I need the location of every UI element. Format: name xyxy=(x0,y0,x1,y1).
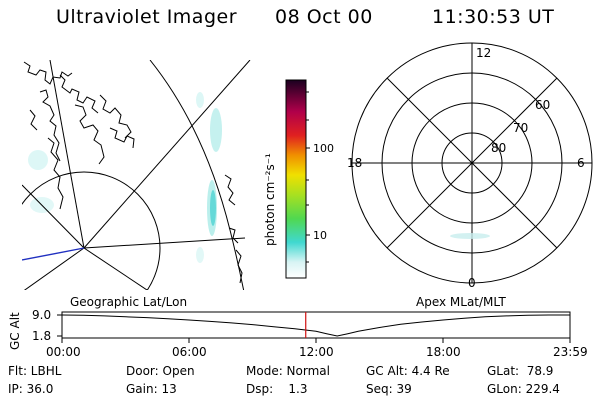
gc-alt-plot-frame xyxy=(61,311,571,339)
status-seq: Seq: 39 xyxy=(366,382,412,396)
xtick-0000: 00:00 xyxy=(46,345,81,359)
gc-alt-ylabel: GC Alt xyxy=(8,312,22,350)
status-filter: Flt: LBHL xyxy=(8,364,62,378)
left-panel-label: Geographic Lat/Lon xyxy=(70,295,188,309)
latitude-circle xyxy=(22,171,161,290)
status-door: Door: Open xyxy=(126,364,195,378)
right-panel-label: Apex MLat/MLT xyxy=(416,295,506,309)
coastlines xyxy=(23,61,243,284)
gc-alt-ytick-bottom: 1.8 xyxy=(32,329,52,343)
mlat-label-80: 80 xyxy=(491,141,507,155)
blue-line xyxy=(22,247,85,261)
mlat-label-70: 70 xyxy=(513,121,529,135)
colorbar-unit-label: photon cm⁻²s⁻¹ xyxy=(263,153,277,246)
gc-alt-ytick-top: 9.0 xyxy=(32,308,52,322)
polar-plot xyxy=(351,42,593,284)
xtick-1800: 18:00 xyxy=(426,345,461,359)
status-glon: GLon: 229.4 xyxy=(487,382,560,396)
status-mode: Mode: Normal xyxy=(246,364,330,378)
date-label: 08 Oct 00 xyxy=(275,6,373,28)
xtick-1200: 12:00 xyxy=(299,345,334,359)
colorbar-tick-100: 100 xyxy=(313,142,334,155)
mlt-label-0: 0 xyxy=(468,276,476,290)
instrument-title: Ultraviolet Imager xyxy=(56,6,238,28)
mlt-label-6: 6 xyxy=(577,156,585,170)
status-gain: Gain: 13 xyxy=(126,382,177,396)
status-ip: IP: 36.0 xyxy=(8,382,54,396)
xtick-2359: 23:59 xyxy=(553,345,588,359)
colorbar-tick-10: 10 xyxy=(313,229,327,242)
gc-alt-curve xyxy=(61,314,570,337)
colorbar xyxy=(285,79,307,279)
meridian-line xyxy=(83,60,251,249)
mlat-label-60: 60 xyxy=(535,98,551,112)
status-dsp: Dsp: 1.3 xyxy=(246,382,308,396)
status-glat: GLat: 78.9 xyxy=(487,364,554,378)
mlt-label-18: 18 xyxy=(347,156,363,170)
xtick-0600: 06:00 xyxy=(172,345,207,359)
status-gc-alt: GC Alt: 4.4 Re xyxy=(366,364,450,378)
time-label: 11:30:53 UT xyxy=(432,6,555,28)
aurora-emission xyxy=(28,92,222,263)
mlt-label-12: 12 xyxy=(476,46,492,60)
